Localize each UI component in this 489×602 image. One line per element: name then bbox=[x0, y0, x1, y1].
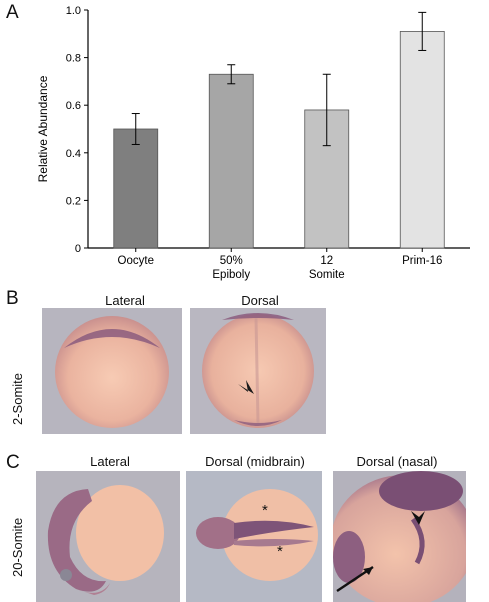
y-tick-label: 0.4 bbox=[66, 148, 81, 160]
asterisk-mark-2: * bbox=[277, 543, 283, 560]
view-label-c-dorsal-nasal: Dorsal (nasal) bbox=[356, 454, 438, 469]
bar bbox=[208, 73, 254, 249]
photo-20-somite-dorsal-nasal bbox=[333, 471, 466, 602]
row-label-2-somite: 2-Somite bbox=[10, 372, 25, 425]
y-tick-label: 1.0 bbox=[66, 5, 81, 17]
y-axis-label: Relative Abundance bbox=[36, 75, 50, 182]
y-tick-label: 0 bbox=[75, 243, 81, 255]
row-label-20-somite: 20-Somite bbox=[10, 517, 25, 577]
x-tick-label: 12 bbox=[320, 255, 333, 267]
x-tick-label: Somite bbox=[309, 269, 345, 281]
asterisk-mark-1: * bbox=[262, 502, 268, 519]
view-label-b-lateral: Lateral bbox=[105, 293, 145, 308]
view-label-c-dorsal-midbrain: Dorsal (midbrain) bbox=[205, 454, 305, 469]
panel-c-letter: C bbox=[6, 452, 20, 473]
y-tick-label: 0.8 bbox=[66, 53, 81, 65]
x-tick-label: Oocyte bbox=[118, 255, 154, 267]
photo-20-somite-dorsal-midbrain bbox=[186, 471, 322, 602]
y-tick-label: 0.6 bbox=[66, 100, 81, 112]
view-label-c-lateral: Lateral bbox=[90, 454, 130, 469]
photo-20-somite-lateral bbox=[36, 471, 180, 602]
bar bbox=[399, 31, 445, 249]
x-tick-label: Epiboly bbox=[212, 269, 250, 281]
photo-2-somite-dorsal bbox=[190, 308, 326, 434]
bar-chart: 0 0.2 0.4 0.6 0.8 1.0 Relative Abundance Oocyte… bbox=[36, 5, 470, 281]
panel-a-letter: A bbox=[6, 2, 19, 23]
arrowhead-icon bbox=[238, 380, 254, 394]
y-tick-label: 0.2 bbox=[66, 195, 81, 207]
panel-b-letter: B bbox=[6, 288, 19, 309]
photo-2-somite-lateral bbox=[42, 308, 182, 434]
x-tick-label: Prim-16 bbox=[402, 255, 442, 267]
bar bbox=[113, 128, 159, 249]
x-tick-label: 50% bbox=[220, 255, 243, 267]
arrowhead-icon bbox=[411, 511, 425, 525]
view-label-b-dorsal: Dorsal bbox=[241, 293, 279, 308]
